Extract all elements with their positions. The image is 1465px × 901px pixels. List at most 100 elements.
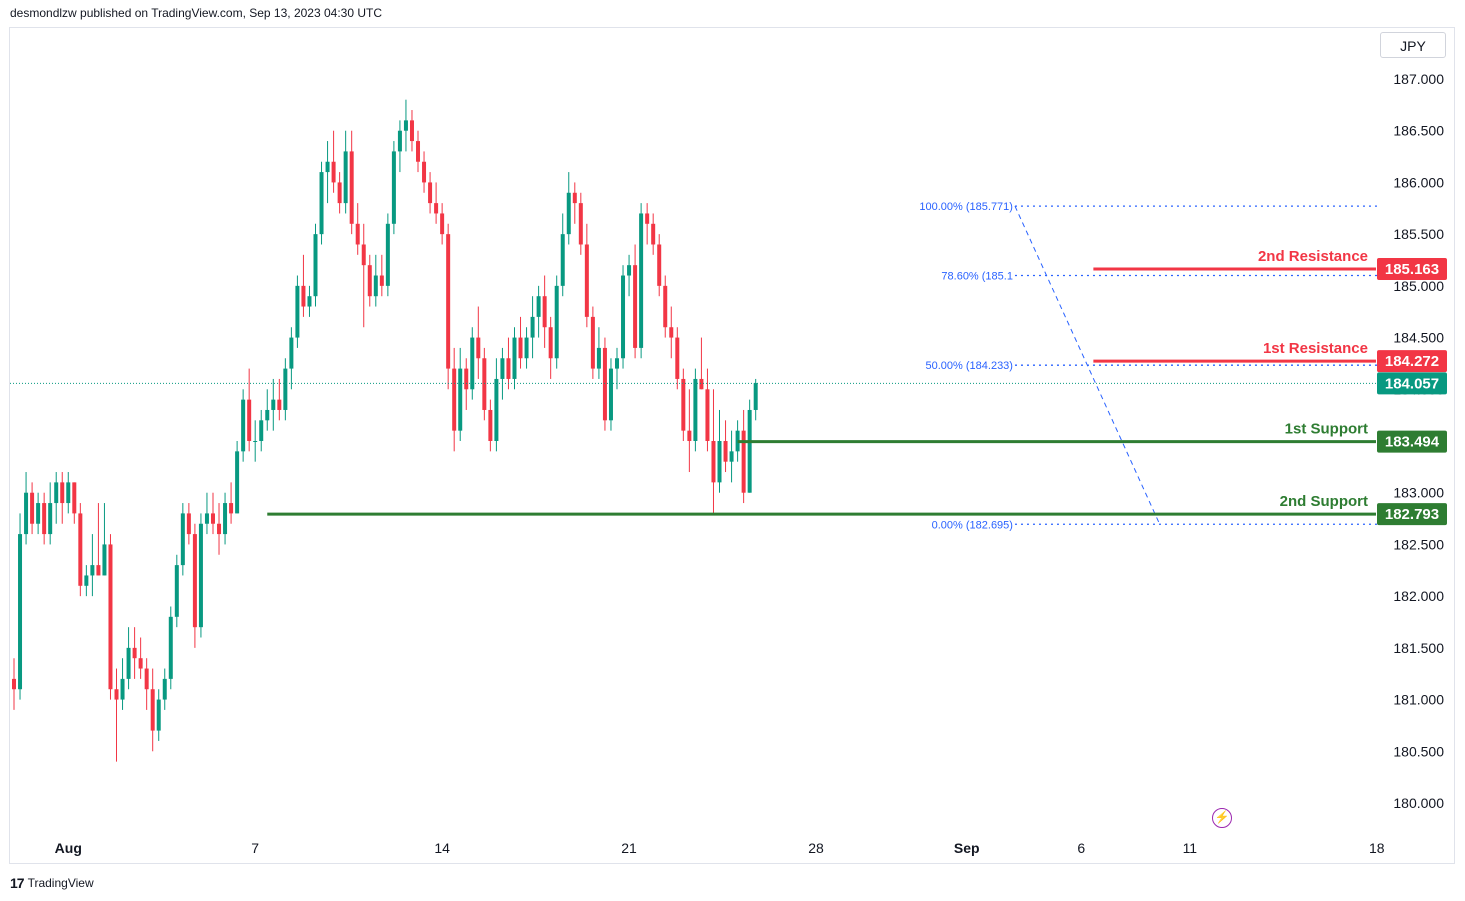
candle-body <box>440 213 445 235</box>
candle-body <box>506 358 511 379</box>
candle-body <box>186 513 191 535</box>
candle-body <box>162 678 167 700</box>
candle-body <box>590 316 595 369</box>
candle-body <box>180 513 185 566</box>
candle-body <box>84 575 89 586</box>
tradingview-logo-icon: 17 <box>10 875 25 891</box>
candle-body <box>476 337 481 359</box>
publisher-caption: desmondlzw published on TradingView.com,… <box>10 6 383 20</box>
current-price-tag <box>1377 372 1447 395</box>
candle-body <box>741 430 746 493</box>
candle-body <box>615 358 619 369</box>
candle-body <box>204 513 209 524</box>
candle-body <box>560 234 565 286</box>
level-price-label: 185.163 <box>1385 261 1439 278</box>
x-tick-label: 11 <box>1183 840 1198 856</box>
candle-body <box>717 441 722 483</box>
x-tick-label: 7 <box>251 840 259 856</box>
candle-body <box>42 503 47 535</box>
candle-body <box>621 275 626 359</box>
candle-body <box>723 441 728 462</box>
candle-body <box>361 244 366 266</box>
candle-body <box>608 368 613 421</box>
chart-frame <box>9 27 1455 864</box>
footer-brand: 17 TradingView <box>10 875 94 891</box>
candle-body <box>669 327 674 338</box>
x-tick-label: Sep <box>954 840 980 856</box>
y-tick-label: 184.500 <box>1393 330 1444 346</box>
y-tick-label: 183.000 <box>1393 485 1444 501</box>
x-tick-label: 6 <box>1077 840 1085 856</box>
candle-body <box>235 451 240 514</box>
candle-body <box>373 275 378 297</box>
candle-body <box>247 399 252 441</box>
y-tick-label: 181.000 <box>1393 692 1444 708</box>
currency-selector[interactable]: JPY <box>1380 32 1446 58</box>
candle-body <box>536 296 541 317</box>
candle-body <box>114 689 119 700</box>
candle-body <box>452 368 457 431</box>
candle-body <box>174 565 179 617</box>
fib-level-label: 78.60% (185.1 <box>941 271 1013 283</box>
candle-body <box>524 337 529 359</box>
x-tick-label: Aug <box>55 840 82 856</box>
candle-body <box>512 337 517 379</box>
candle-body <box>403 120 408 131</box>
candle-body <box>192 534 197 628</box>
candle-body <box>584 244 589 317</box>
candle-body <box>633 265 638 348</box>
candle-body <box>596 347 601 369</box>
candle-body <box>313 234 318 297</box>
candle-body <box>397 130 402 152</box>
candle-body <box>126 647 131 679</box>
candle-body <box>705 389 710 441</box>
fib-trend-line <box>1014 205 1161 525</box>
candle-body <box>289 337 294 369</box>
candle-body <box>331 161 336 183</box>
candle-body <box>681 378 686 431</box>
y-tick-label: 185.000 <box>1393 278 1444 294</box>
candle-body <box>409 120 414 142</box>
candle-body <box>367 265 372 297</box>
lightning-icon[interactable]: ⚡ <box>1212 808 1232 828</box>
candle-body <box>60 482 65 504</box>
candle-body <box>78 513 83 586</box>
candle-body <box>482 358 487 410</box>
x-tick-label: 28 <box>808 840 824 856</box>
candle-body <box>657 244 662 286</box>
candle-body <box>30 492 35 524</box>
y-tick-label: 182.000 <box>1393 588 1444 604</box>
candle-body <box>663 285 668 328</box>
y-tick-label: 181.500 <box>1393 640 1444 656</box>
level-name-label: 1st Resistance <box>1263 340 1368 357</box>
candle-body <box>747 409 752 493</box>
candle-body <box>693 378 698 441</box>
candle-body <box>150 689 155 731</box>
candle-body <box>120 678 125 700</box>
candle-body <box>349 151 354 224</box>
candle-body <box>711 441 716 483</box>
candle-body <box>156 699 161 731</box>
candle-body <box>494 378 499 441</box>
candle-body <box>144 668 149 690</box>
candle-body <box>90 565 95 576</box>
candle-body <box>132 647 137 659</box>
candle-body <box>295 285 300 338</box>
candle-body <box>464 368 469 390</box>
current-price-label: 184.057 <box>1385 375 1439 392</box>
level-price-label: 184.272 <box>1385 353 1439 370</box>
candle-body <box>627 265 632 276</box>
candle-body <box>458 368 463 431</box>
candle-body <box>18 534 23 690</box>
candle-body <box>753 383 758 410</box>
level-price-label: 183.494 <box>1385 434 1440 451</box>
level-name-label: 2nd Resistance <box>1258 248 1368 265</box>
candle-body <box>379 275 384 286</box>
candle-body <box>602 347 607 421</box>
y-tick-label: 187.000 <box>1393 71 1444 87</box>
candle-body <box>198 523 203 628</box>
candle-body <box>500 358 505 379</box>
y-tick-label: 185.500 <box>1393 226 1444 242</box>
candle-body <box>355 223 360 245</box>
